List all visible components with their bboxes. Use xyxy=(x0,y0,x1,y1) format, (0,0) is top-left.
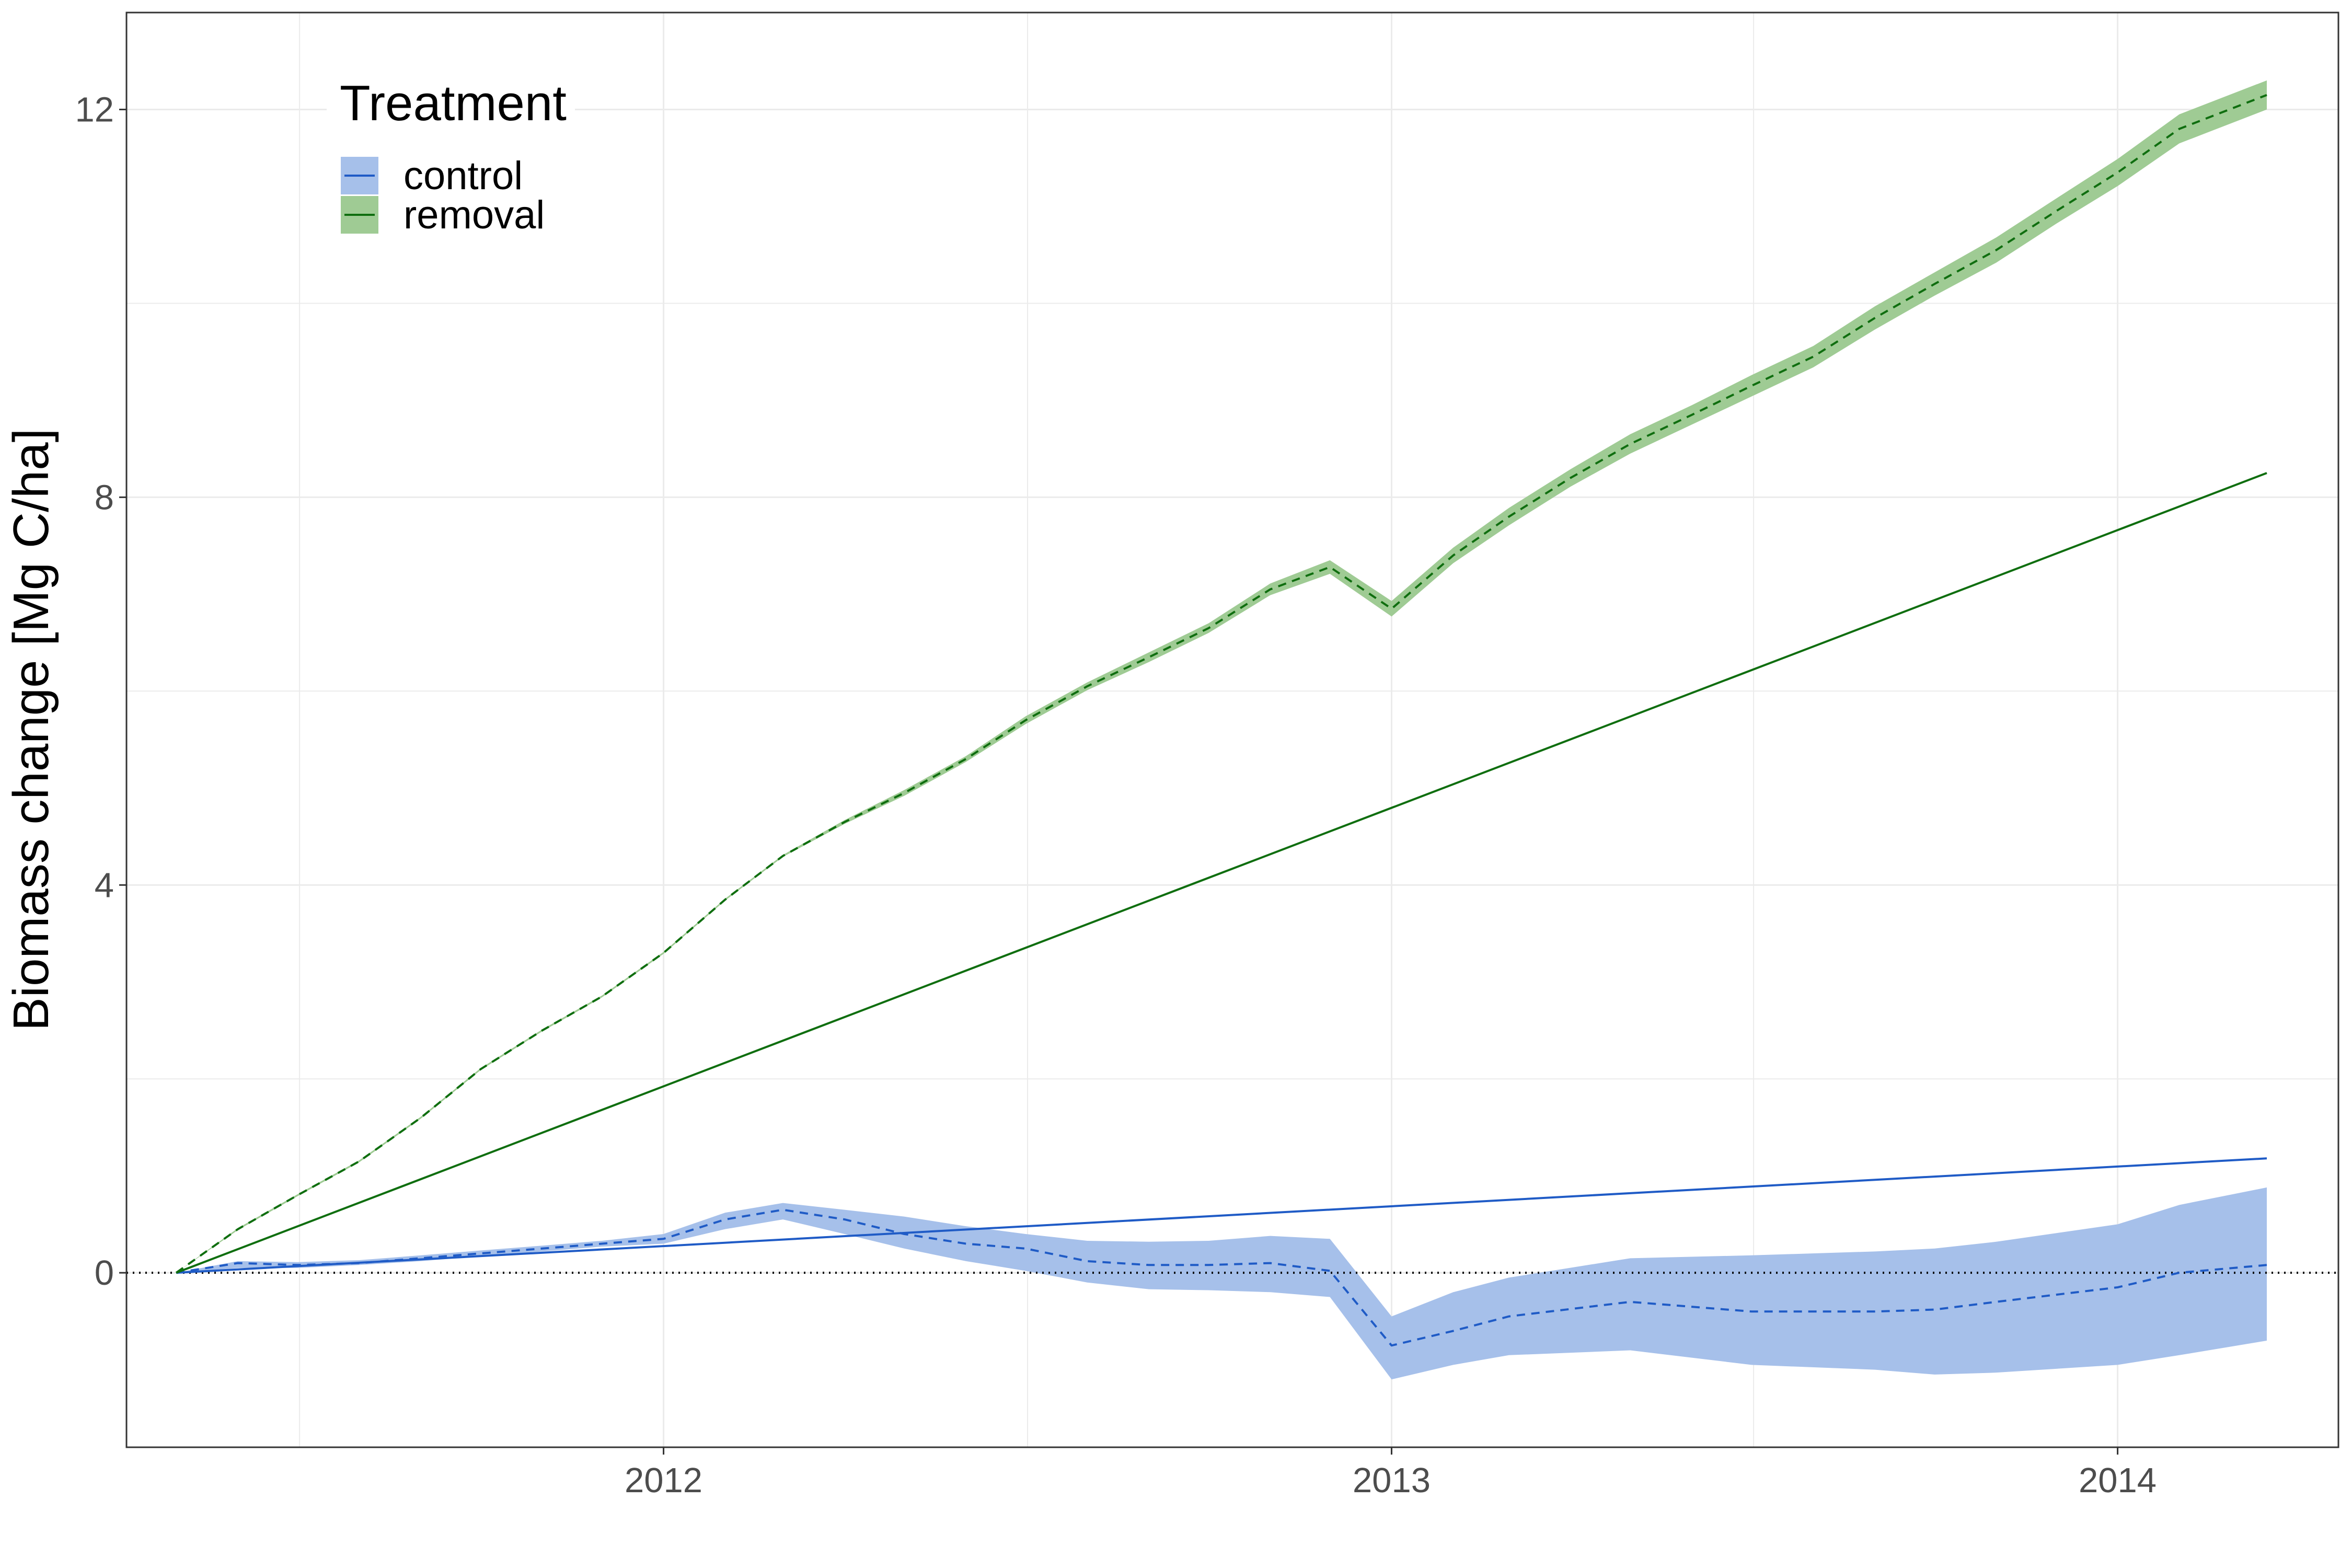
x-axis-ticks: 2012 2013 2014 xyxy=(625,1447,2157,1500)
y-tick-label: 8 xyxy=(95,478,114,517)
y-tick-label: 4 xyxy=(95,866,114,905)
grid-lines xyxy=(126,13,2338,1447)
removal-trend-line xyxy=(176,472,2267,1274)
legend-title: Treatment xyxy=(340,75,567,131)
y-axis-title: Biomass change [Mg C/ha] xyxy=(3,429,59,1031)
control-trend-line xyxy=(176,1157,2267,1274)
confidence-bands xyxy=(176,80,2267,1380)
removal-observed-line xyxy=(175,94,2267,1274)
control-observed-line xyxy=(176,1208,2267,1347)
legend-label-removal: removal xyxy=(403,193,545,237)
x-tick-label: 2013 xyxy=(1353,1461,1431,1500)
plot-border xyxy=(125,11,2339,1448)
x-tick-label: 2012 xyxy=(625,1461,702,1500)
series-lines xyxy=(175,94,2267,1347)
y-axis-ticks: 0 4 8 12 xyxy=(75,90,126,1293)
legend-label-control: control xyxy=(403,154,523,198)
y-tick-label: 12 xyxy=(75,90,114,129)
plot-panel xyxy=(126,13,2338,1447)
removal-observed-band xyxy=(176,80,2267,1273)
y-tick-label: 0 xyxy=(95,1253,114,1293)
x-tick-label: 2014 xyxy=(2079,1461,2157,1500)
control-observed-band xyxy=(176,1187,2267,1380)
